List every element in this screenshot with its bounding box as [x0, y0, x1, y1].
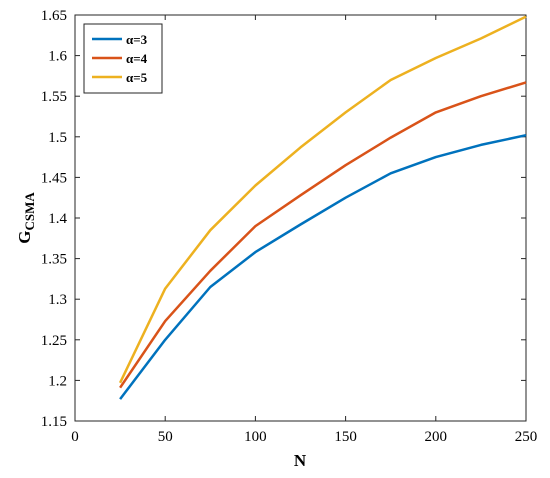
- x-tick-label: 0: [71, 429, 79, 445]
- y-tick-label: 1.55: [41, 89, 67, 105]
- series-line-2: [119, 81, 527, 389]
- legend: α=3 α=4 α=5: [83, 23, 163, 94]
- series-lines: [118, 15, 527, 400]
- y-tick-label: 1.2: [48, 373, 67, 389]
- y-axis-label: GCSMA: [15, 192, 37, 244]
- legend-label-1: α=3: [126, 32, 148, 47]
- x-tick-label: 50: [158, 429, 173, 445]
- legend-label-3: α=5: [126, 70, 148, 85]
- y-tick-label: 1.25: [41, 333, 67, 349]
- y-tick-label: 1.35: [41, 252, 67, 268]
- y-axis-label-main: G: [15, 231, 34, 244]
- y-axis-label-subscript: CSMA: [22, 192, 37, 231]
- y-tick-label: 1.45: [41, 170, 67, 186]
- legend-label-2: α=4: [126, 51, 148, 66]
- y-tick-label: 1.6: [48, 49, 67, 65]
- y-tick-label: 1.5: [48, 130, 67, 146]
- y-tick-label: 1.3: [48, 292, 67, 308]
- x-tick-label: 200: [425, 429, 448, 445]
- series-line-3: [118, 15, 527, 384]
- y-tick-label: 1.15: [41, 414, 67, 430]
- series-line-1: [119, 133, 527, 400]
- x-tick-label: 100: [244, 429, 267, 445]
- axis-ticks: 0 50 100 150 200 250 1.15 1.2 1.25 1.3 1.35 1.4 1.45…: [41, 8, 538, 445]
- x-tick-label: 150: [334, 429, 357, 445]
- y-tick-label: 1.65: [41, 8, 67, 24]
- y-tick-label: 1.4: [48, 211, 67, 227]
- x-tick-label: 250: [515, 429, 538, 445]
- x-axis-label: N: [294, 451, 307, 470]
